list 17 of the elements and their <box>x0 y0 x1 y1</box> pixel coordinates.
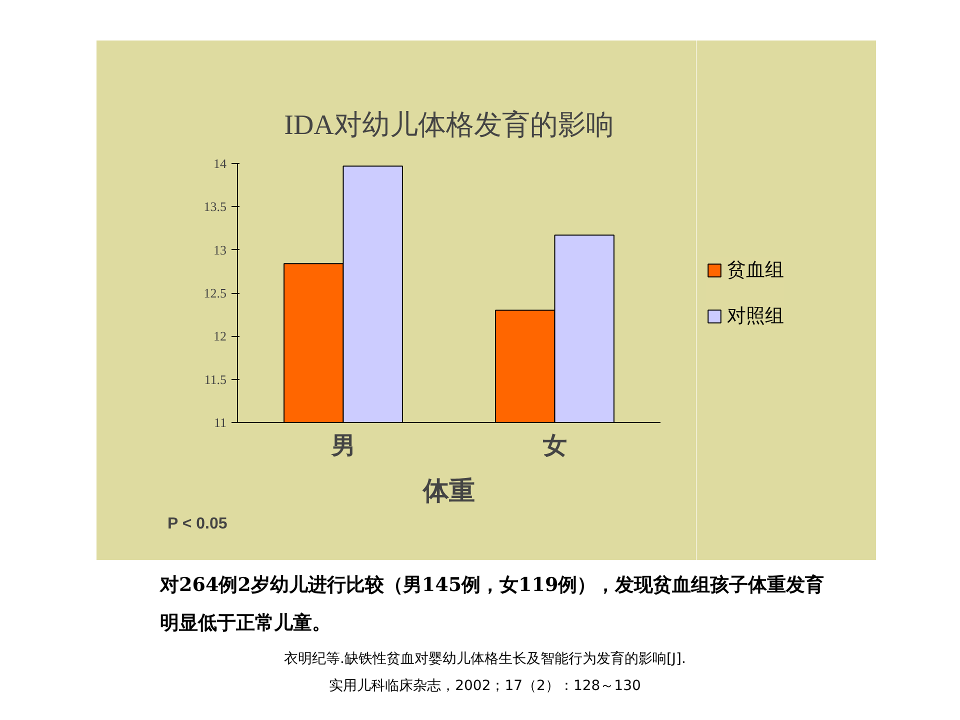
y-tick-label: 12.5 <box>204 286 226 300</box>
chart-title: IDA对幼儿体格发育的影响 <box>284 109 614 141</box>
y-tick-label: 13 <box>214 242 226 258</box>
x-tick-label: 男 <box>330 434 356 460</box>
text: 衣明纪等.缺铁性贫血对婴幼儿体格生长及智能行为发育的影响[J]. <box>284 650 686 669</box>
text: P < 0.05 <box>168 516 228 532</box>
y-tick-label: 13.5 <box>204 199 226 214</box>
y-tick-label: 14 <box>214 156 227 171</box>
y-tick-label: 11 <box>214 415 227 430</box>
y-tick-label: 12 <box>214 328 226 344</box>
legend-label: 对照组 <box>727 304 784 328</box>
text: 实用儿科临床杂志，2002；17（2）：128～130 <box>329 677 641 696</box>
text: 对264例2岁幼儿进行比较（男145例，女119例），发现贫血组孩子体重发育明显低于正常儿童。 <box>160 573 826 636</box>
y-tick-label: 11.5 <box>204 372 227 387</box>
legend-label: 贫血组 <box>727 258 784 282</box>
x-tick-label: 女 <box>542 434 567 460</box>
x-axis-title: 体重 <box>422 476 475 506</box>
